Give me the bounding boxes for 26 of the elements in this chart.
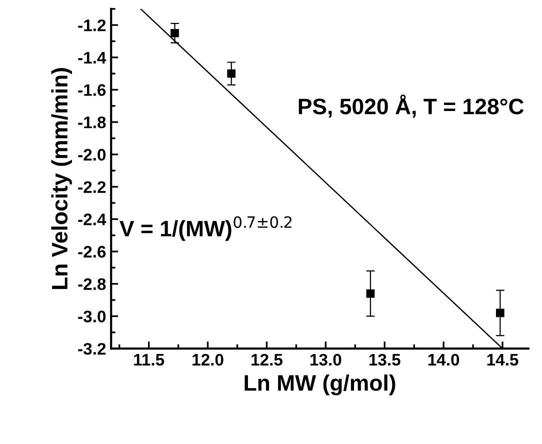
x-tick-label: 11.5 [134,354,164,366]
x-axis-title: Ln MW (g/mol) [244,374,396,396]
y-tick-label: -2.2 [78,181,106,193]
y-tick-label: -2.6 [78,246,106,258]
point [170,28,179,38]
point [496,308,504,318]
y-tick-label: -3.0 [78,310,106,322]
point [366,289,375,298]
annotation: PS, 5020 Å, T = 128°C [298,94,524,118]
x-tick-label: 14.0 [428,354,460,366]
x-tick-label: 14.5 [487,354,518,366]
y-axis-title: Ln Velocity (mm/min) [51,68,72,289]
point [227,69,236,78]
y-tick-label: -1.2 [78,19,106,32]
x-tick-label: 12.0 [192,354,224,366]
annotation: V = 1/(MW)$^{0.7±0.2}$ [120,216,292,241]
y-tick-label: -3.2 [78,342,106,355]
y-tick-label: -1.6 [78,84,106,96]
y-tick-label: -2.0 [78,148,106,161]
y-tick-label: -1.8 [78,116,106,128]
y-tick-label: -2.4 [78,214,106,226]
y-tick-label: -1.4 [78,52,106,64]
x-tick-label: 13.0 [310,354,342,366]
x-tick-label: 13.5 [369,354,400,366]
x-tick-label: 12.5 [252,354,282,366]
y-tick-label: -2.8 [78,278,106,290]
